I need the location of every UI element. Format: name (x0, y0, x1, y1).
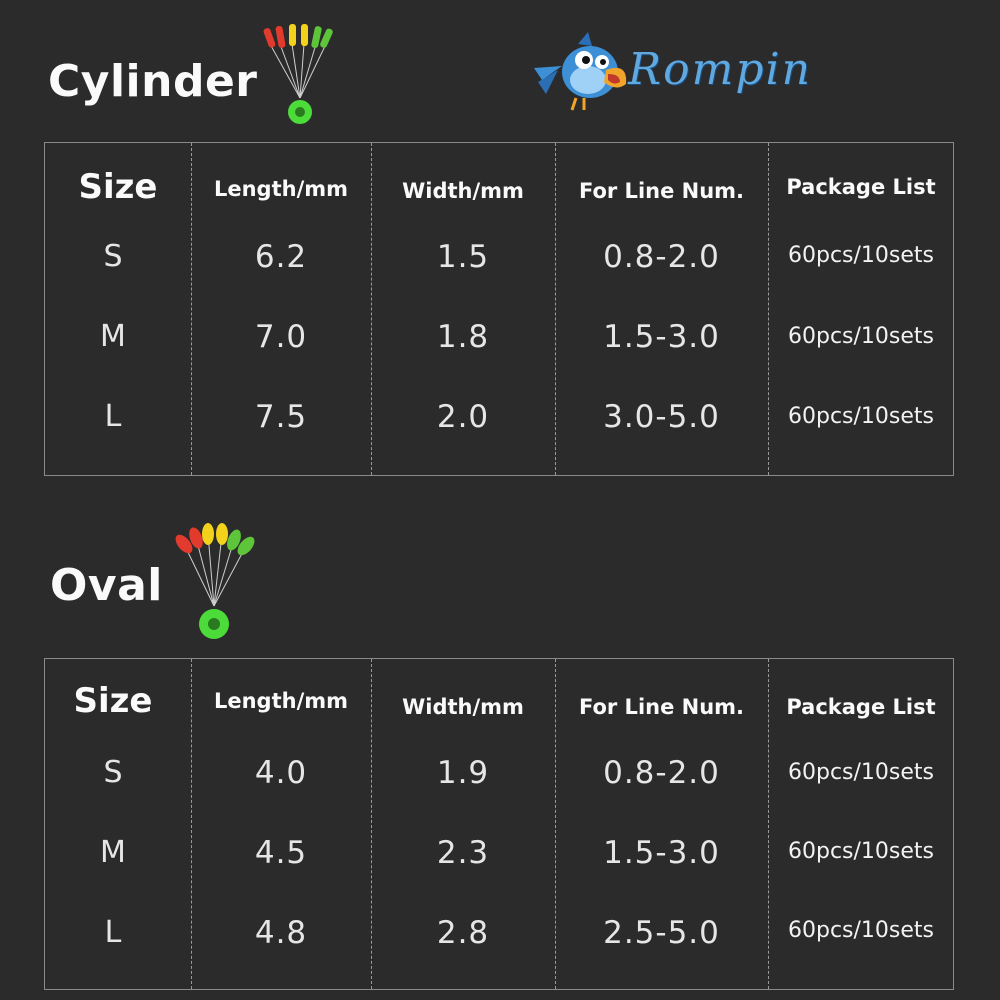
row-package: 60pcs/10sets (787, 243, 934, 268)
row-size: M (100, 319, 126, 354)
row-width: 1.5 (436, 239, 490, 275)
row-line: 1.5-3.0 (603, 835, 720, 871)
row-package: 60pcs/10sets (787, 918, 934, 943)
row-line: 2.5-5.0 (603, 915, 720, 951)
row-length: 4.5 (254, 835, 308, 871)
oval-spec-table: Size Length/mm Width/mm For Line Num. Pa… (44, 658, 954, 990)
header-package: Package List (786, 175, 936, 199)
oval-title: Oval (50, 560, 163, 611)
row-width: 2.3 (436, 835, 490, 871)
row-length: 7.0 (254, 319, 308, 355)
row-package: 60pcs/10sets (787, 404, 934, 429)
row-package: 60pcs/10sets (787, 760, 934, 785)
header-size: Size (73, 681, 153, 721)
header-package: Package List (786, 695, 936, 719)
header-length: Length/mm (213, 177, 349, 201)
header-width: Width/mm (402, 695, 524, 719)
row-size: M (100, 835, 126, 870)
row-package: 60pcs/10sets (787, 324, 934, 349)
row-size: L (104, 915, 122, 950)
row-width: 1.8 (436, 319, 490, 355)
header-size: Size (78, 167, 158, 207)
row-length: 6.2 (254, 239, 308, 275)
column-divider (371, 143, 372, 475)
column-divider (768, 143, 769, 475)
brand-logo: Rompin (528, 22, 868, 112)
column-divider (191, 143, 192, 475)
column-divider (371, 659, 372, 989)
row-line: 0.8-2.0 (603, 755, 720, 791)
row-line: 1.5-3.0 (603, 319, 720, 355)
brand-name: Rompin (628, 44, 812, 95)
row-size: L (104, 399, 122, 434)
row-length: 7.5 (254, 399, 308, 435)
cylinder-stopper-icon (263, 24, 333, 124)
header-width: Width/mm (402, 179, 524, 203)
column-divider (555, 659, 556, 989)
column-divider (555, 143, 556, 475)
row-length: 4.0 (254, 755, 308, 791)
row-size: S (103, 239, 123, 274)
cylinder-title: Cylinder (48, 56, 258, 107)
column-divider (768, 659, 769, 989)
row-size: S (103, 755, 123, 790)
bird-icon (534, 32, 627, 111)
header-length: Length/mm (213, 689, 349, 713)
row-width: 1.9 (436, 755, 490, 791)
oval-stopper-icon (175, 523, 255, 639)
row-width: 2.8 (436, 915, 490, 951)
column-divider (191, 659, 192, 989)
row-package: 60pcs/10sets (787, 839, 934, 864)
row-line: 0.8-2.0 (603, 239, 720, 275)
header-line: For Line Num. (578, 179, 745, 203)
cylinder-spec-table: Size Length/mm Width/mm For Line Num. Pa… (44, 142, 954, 476)
row-line: 3.0-5.0 (603, 399, 720, 435)
row-width: 2.0 (436, 399, 490, 435)
row-length: 4.8 (254, 915, 308, 951)
header-line: For Line Num. (578, 695, 745, 719)
